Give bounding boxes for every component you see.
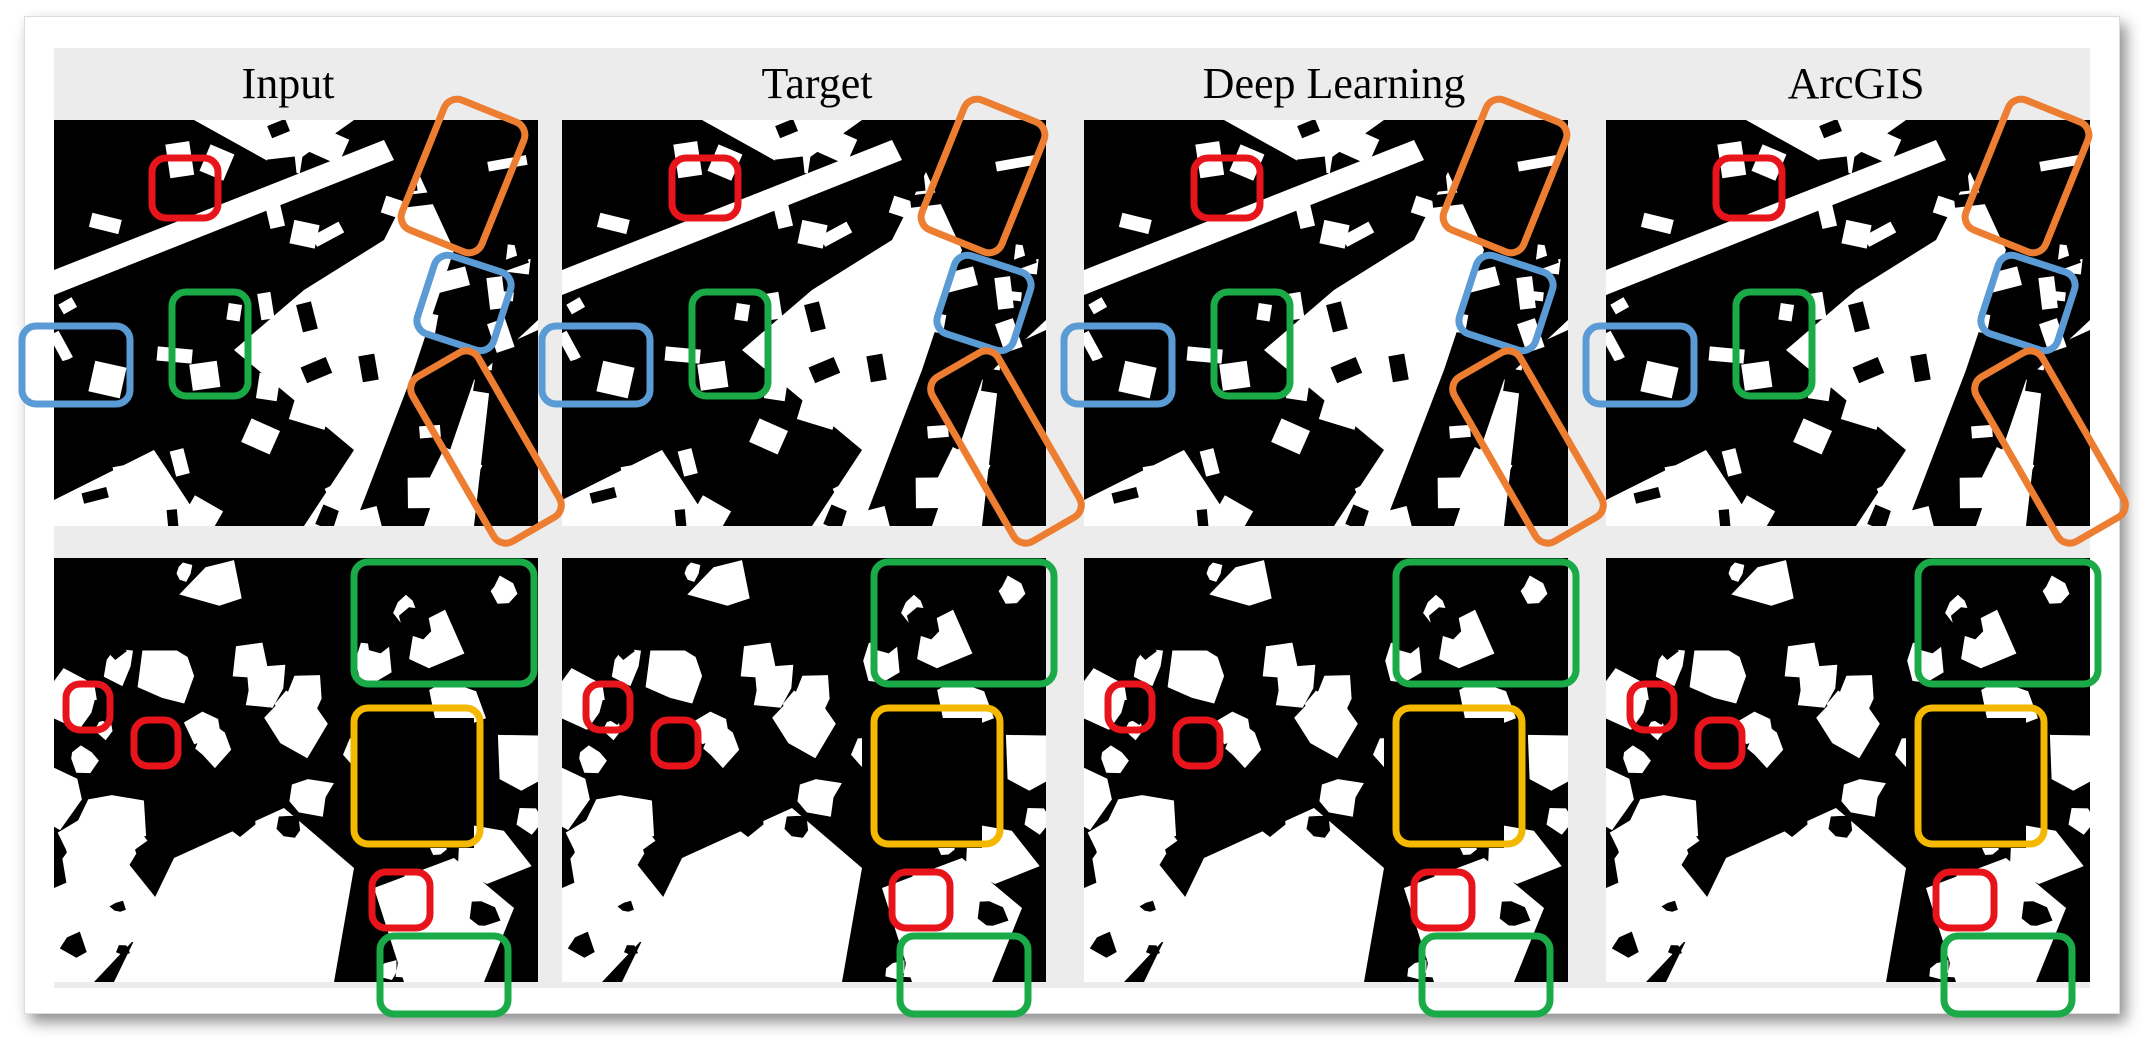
column-header-input: Input: [241, 59, 335, 108]
building-footprint-map: [1606, 558, 2090, 982]
column-header-target: Target: [761, 59, 873, 108]
panel-arcgis-sample-1: [1606, 120, 2090, 526]
building-footprint-map: [562, 558, 1046, 982]
panel-target-sample-2: [562, 558, 1046, 982]
panel-input-sample-2: [54, 558, 538, 982]
building-footprint-map: [54, 120, 538, 526]
building-footprint-map: [562, 120, 1046, 526]
building-footprint-map: [1084, 558, 1568, 982]
panel-input-sample-1: [54, 120, 538, 526]
column-header-arcgis: ArcGIS: [1787, 59, 1925, 108]
building-footprint-map: [1606, 120, 2090, 526]
panel-deep-learning-sample-2: [1084, 558, 1568, 982]
panel-deep-learning-sample-1: [1084, 120, 1568, 526]
column-header-deep-learning: Deep Learning: [1202, 59, 1466, 108]
panel-target-sample-1: [562, 120, 1046, 526]
building-footprint-map: [54, 558, 538, 982]
building-footprint-map: [1084, 120, 1568, 526]
panel-arcgis-sample-2: [1606, 558, 2090, 982]
